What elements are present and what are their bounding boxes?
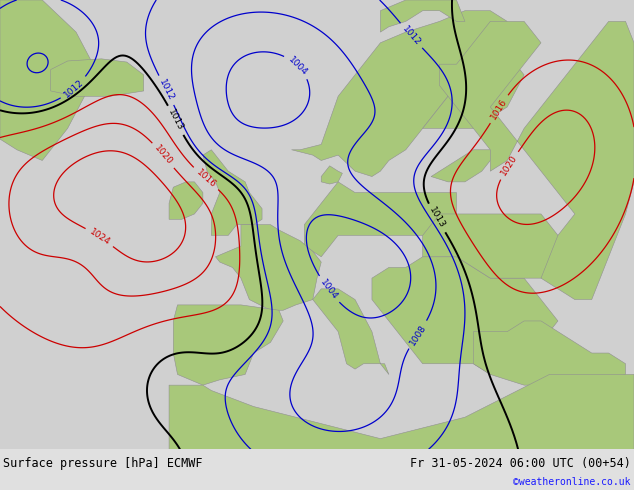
Text: 1024: 1024 [87, 227, 112, 247]
Text: 1012: 1012 [157, 78, 176, 102]
Text: 1016: 1016 [194, 168, 217, 190]
Text: 1020: 1020 [152, 144, 174, 167]
Text: 1012: 1012 [63, 77, 86, 99]
Text: 1004: 1004 [286, 54, 309, 77]
Text: 1020: 1020 [499, 153, 519, 177]
Text: ©weatheronline.co.uk: ©weatheronline.co.uk [514, 477, 631, 487]
Text: 1008: 1008 [408, 322, 428, 347]
Text: Surface pressure [hPa] ECMWF: Surface pressure [hPa] ECMWF [3, 458, 203, 470]
Text: 1012: 1012 [400, 24, 422, 48]
Text: Fr 31-05-2024 06:00 UTC (00+54): Fr 31-05-2024 06:00 UTC (00+54) [410, 458, 631, 470]
Text: 1004: 1004 [318, 278, 339, 301]
Text: 1013: 1013 [427, 206, 446, 230]
Text: 1013: 1013 [166, 108, 185, 133]
Text: 1016: 1016 [489, 97, 509, 121]
